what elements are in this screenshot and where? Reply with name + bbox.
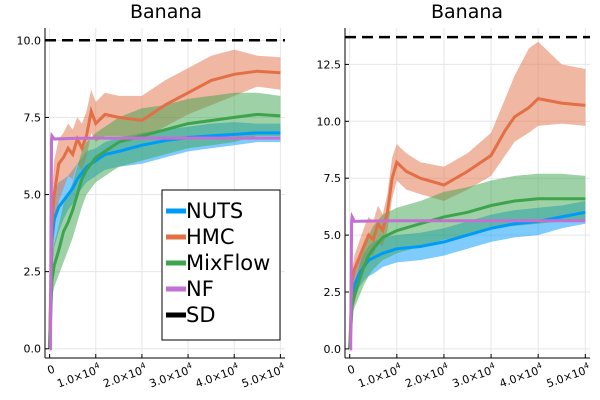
x-tick-label: 3.0×104 bbox=[450, 361, 498, 391]
y-tick-label: 7.5 bbox=[24, 111, 42, 124]
chart-right: Banana 0.0 2.5 5.0 7.5 10.0 12.5 0 1.0×104 2.0×1… bbox=[317, 1, 592, 391]
legend-label-sd: SD bbox=[186, 303, 216, 327]
x-tick-label: 1.0×104 bbox=[356, 361, 404, 391]
x-tick-label: 2.0×104 bbox=[101, 361, 149, 391]
y-tick-label: 5.0 bbox=[24, 189, 42, 202]
y-tick-label: 10.0 bbox=[317, 115, 342, 128]
line-hmc bbox=[48, 69, 281, 349]
y-tick-label: 2.5 bbox=[24, 266, 42, 279]
band-mixflow bbox=[49, 92, 281, 349]
line-nf bbox=[49, 131, 281, 351]
x-tick-label: 5.0×104 bbox=[544, 361, 592, 391]
line-hmc bbox=[348, 96, 586, 349]
x-tick-label: 4.0×104 bbox=[497, 361, 545, 391]
x-tick-label: 2.0×104 bbox=[403, 361, 451, 391]
band-hmc bbox=[349, 41, 586, 349]
x-tick-label: 0 bbox=[46, 363, 57, 378]
y-tick-label: 0.0 bbox=[24, 343, 42, 356]
y-tick-label: 10.0 bbox=[17, 34, 42, 47]
x-tick-label: 4.0×104 bbox=[193, 361, 241, 391]
x-tick-label: 0 bbox=[346, 363, 357, 378]
legend-label-hmc: HMC bbox=[186, 225, 235, 249]
band-mixflow bbox=[349, 173, 586, 349]
y-tick-label: 0.0 bbox=[324, 343, 342, 356]
chart-title: Banana bbox=[130, 1, 202, 23]
line-mixflow bbox=[348, 197, 586, 349]
legend-label-mixflow: MixFlow bbox=[186, 251, 270, 275]
y-tick-label: 5.0 bbox=[324, 229, 342, 242]
y-tick-label: 2.5 bbox=[324, 286, 342, 299]
chart-title: Banana bbox=[431, 1, 503, 23]
legend-label-nf: NF bbox=[186, 277, 214, 301]
legend-label-nuts: NUTS bbox=[186, 199, 243, 223]
x-tick-label: 3.0×104 bbox=[147, 361, 195, 391]
x-tick-label: 5.0×104 bbox=[239, 361, 287, 391]
x-tick-label: 1.0×104 bbox=[55, 361, 103, 391]
line-mixflow bbox=[48, 112, 281, 349]
line-nf bbox=[349, 211, 586, 351]
y-tick-label: 12.5 bbox=[317, 58, 342, 71]
line-nuts bbox=[348, 210, 586, 349]
band-hmc bbox=[49, 49, 281, 349]
y-tick-label: 7.5 bbox=[324, 172, 342, 185]
